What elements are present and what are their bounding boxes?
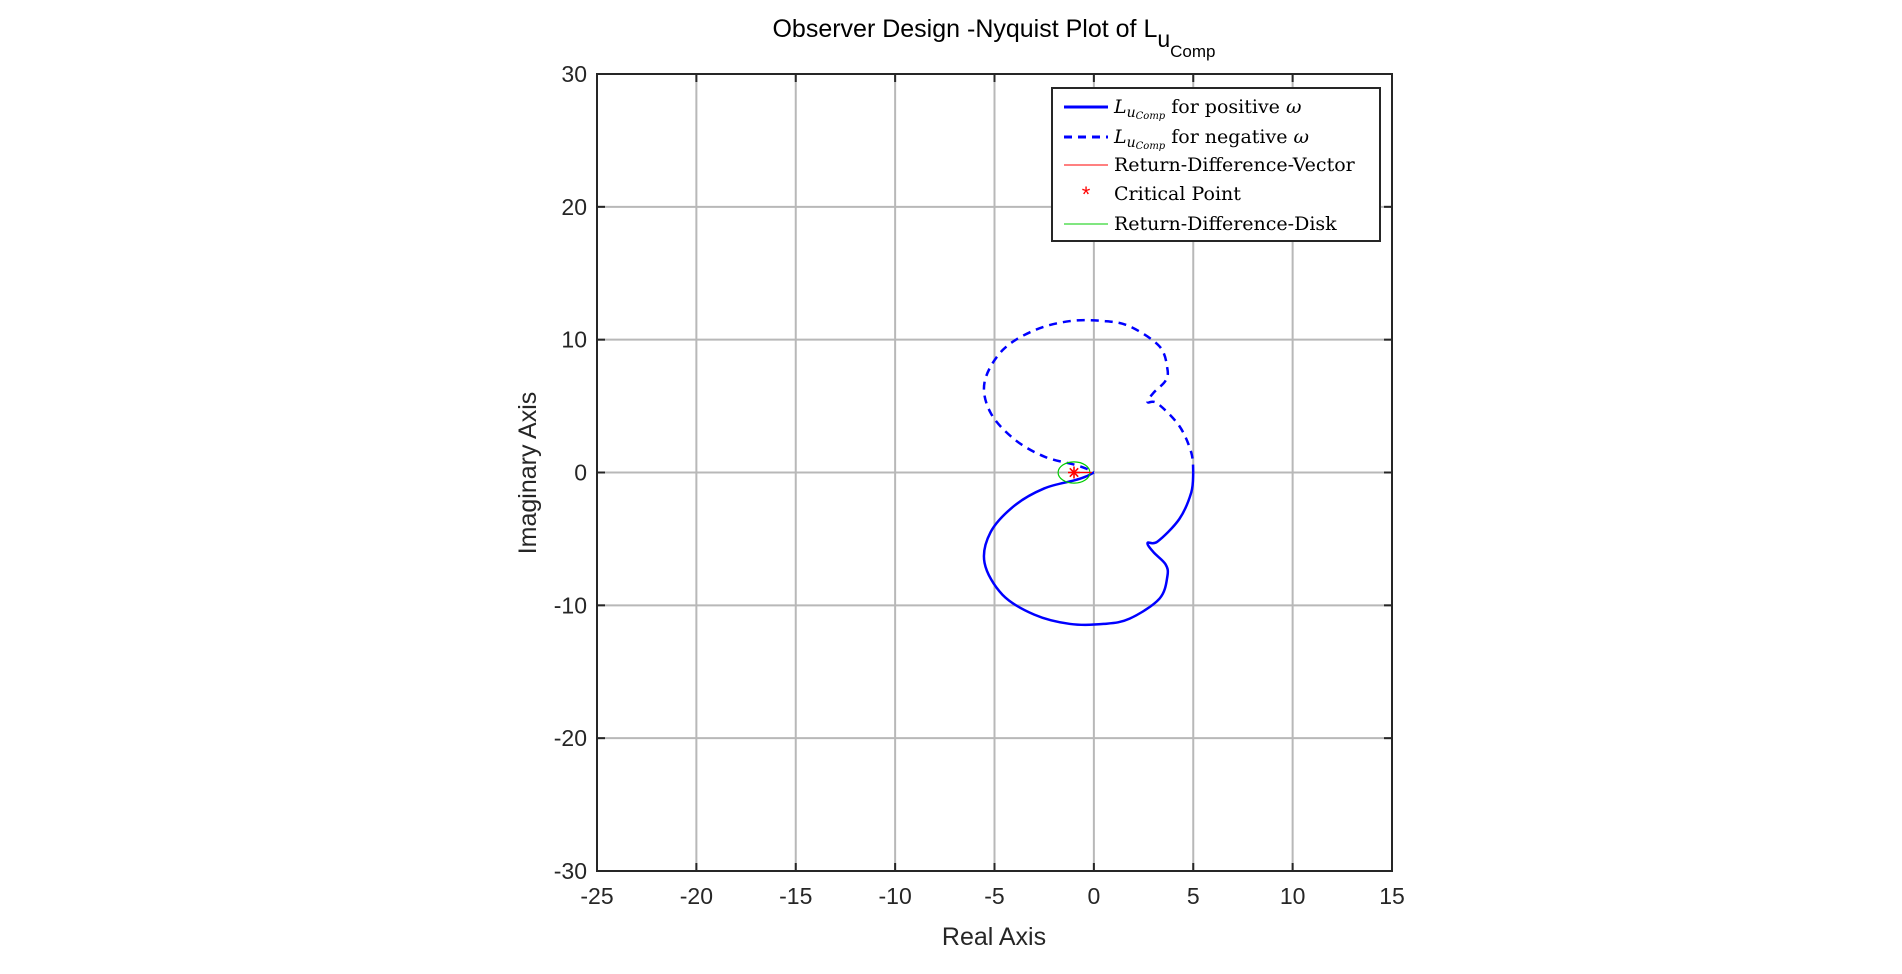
legend-subsub-positive: Comp [1136,111,1166,122]
x-tick-label: -20 [680,883,713,909]
legend-sub-negative: u [1127,135,1136,151]
legend-omega-positive: ω [1286,96,1302,118]
legend-name-negative: for negative [1171,126,1287,148]
legend-swatch-critical: * [1082,182,1091,207]
legend-entry-negative: LuComp for negative ω [1064,126,1309,152]
chart-title: Observer Design -Nyquist Plot of LuComp [772,15,1215,61]
x-tick-label: 10 [1280,883,1306,909]
legend-omega-negative: ω [1293,126,1309,148]
x-tick-label: 5 [1187,883,1200,909]
x-tick-label: -15 [779,883,812,909]
y-tick-label: -10 [554,592,587,618]
y-tick-label: -30 [554,858,587,884]
chart-title-sub: u [1157,26,1170,52]
legend-entry-disk: Return-Difference-Disk [1064,213,1337,235]
tick-labels: -25 -20 -15 -10 -5 0 5 10 15 -30 -20 -10 0 10 20 30 [554,61,1405,909]
legend-label-vector: Return-Difference-Vector [1114,154,1356,176]
chart-legend: LuComp for positive ω LuComp for negative ω … [1051,87,1381,242]
legend-entry-positive: LuComp for positive ω [1064,96,1301,122]
y-tick-label: 20 [561,194,587,220]
nyquist-curve-negative [982,318,1195,474]
critical-point-stroke [1069,467,1079,478]
x-tick-label: -25 [580,883,613,909]
plot-axes [596,73,1393,872]
legend-math-negative: L [1113,126,1127,148]
legend-label-positive: LuComp for positive ω [1113,96,1301,122]
nyquist-curve-positive [982,471,1195,627]
legend-math-positive: L [1113,96,1127,118]
legend-label-negative: LuComp for negative ω [1113,126,1309,152]
data-layer [982,318,1195,627]
x-tick-label: 0 [1087,883,1100,909]
y-axis-label: Imaginary Axis [514,392,542,555]
legend-sub-positive: u [1127,105,1136,121]
legend-label-critical: Critical Point [1114,183,1241,205]
legend-entry-vector: Return-Difference-Vector [1064,154,1356,176]
legend-subsub-negative: Comp [1136,141,1166,152]
chart-title-main: Observer Design -Nyquist Plot of L [772,15,1157,43]
y-tick-label: 10 [561,327,587,353]
legend-name-positive: for positive [1171,96,1280,118]
x-tick-label: 15 [1379,883,1405,909]
y-tick-label: 0 [574,460,587,486]
chart-title-subsub: Comp [1170,42,1215,61]
x-tick-label: -5 [984,883,1004,909]
legend-label-disk: Return-Difference-Disk [1114,213,1337,235]
critical-point-marker [1068,466,1080,479]
y-tick-label: 30 [561,61,587,87]
x-axis-label: Real Axis [942,923,1046,951]
legend-entry-critical: * Critical Point [1082,182,1242,207]
y-tick-label: -20 [554,725,587,751]
x-tick-label: -10 [879,883,912,909]
